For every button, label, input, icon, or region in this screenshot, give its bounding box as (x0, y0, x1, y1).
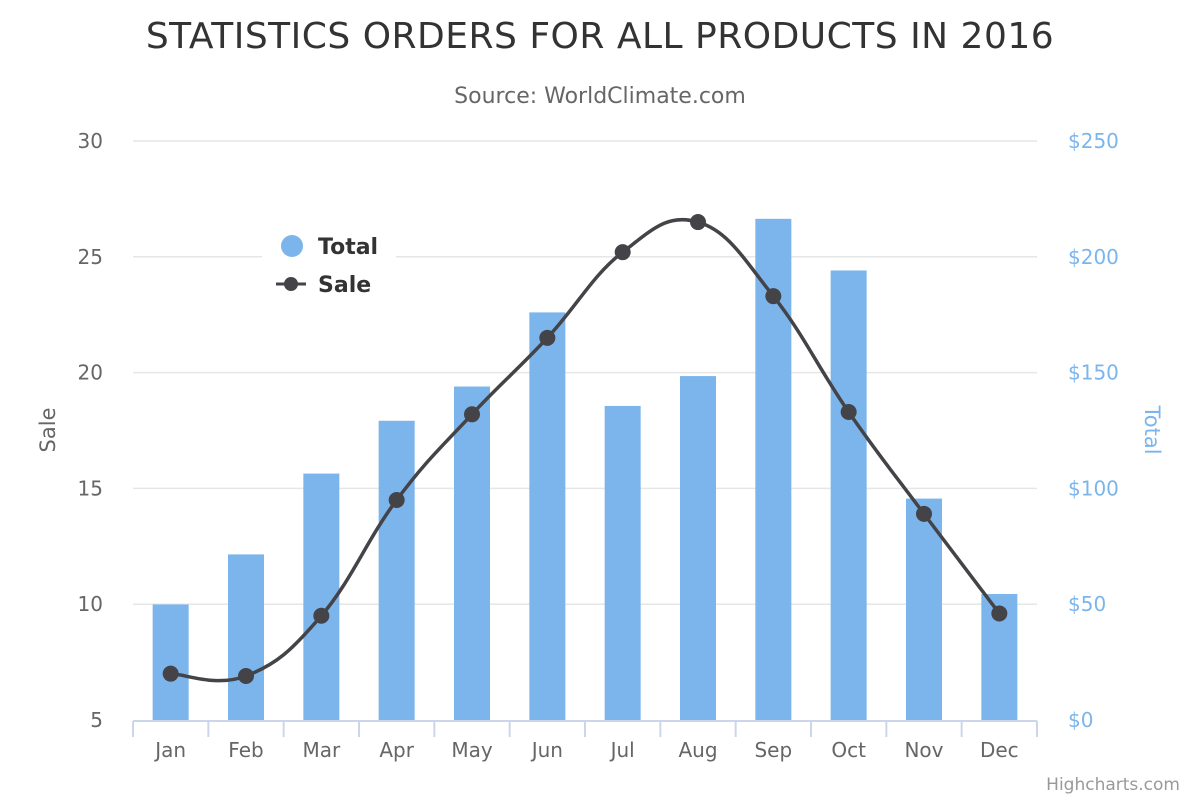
bar-total-nov[interactable] (906, 498, 942, 720)
y-right-tick-label: $0 (1068, 708, 1093, 732)
sale-line (162, 214, 1008, 684)
y-axis-right-title: Total (1140, 404, 1164, 454)
y-left-tick-label: 20 (78, 361, 103, 385)
x-tick-label: May (451, 738, 493, 762)
y-axis-left: 5 10 15 20 25 30 (78, 129, 103, 732)
sale-point-mar[interactable] (313, 607, 330, 624)
sale-point-jun[interactable] (539, 329, 556, 346)
bar-total-jul[interactable] (604, 405, 641, 720)
bar-total-mar[interactable] (303, 473, 340, 720)
legend-sale-marker-symbol (284, 277, 298, 291)
bar-total-jun[interactable] (529, 312, 566, 720)
y-right-tick-label: $200 (1068, 245, 1119, 269)
chart-subtitle: Source: WorldClimate.com (454, 84, 746, 109)
legend-total-symbol (281, 235, 303, 257)
sale-point-sep[interactable] (765, 288, 782, 305)
bar-total-oct[interactable] (830, 270, 867, 720)
x-tick-label: Jun (530, 738, 563, 762)
total-bars (152, 218, 1018, 720)
x-tick-label: Feb (228, 738, 263, 762)
bar-total-may[interactable] (454, 386, 490, 720)
sale-point-jul[interactable] (614, 244, 631, 261)
sale-point-jan[interactable] (162, 665, 179, 682)
bar-total-jan[interactable] (152, 604, 189, 720)
bar-total-feb[interactable] (228, 554, 264, 720)
y-right-tick-label: $150 (1068, 361, 1119, 385)
legend-item-total[interactable]: Total (281, 235, 378, 260)
x-tick-label: Mar (302, 738, 341, 762)
y-right-tick-label: $50 (1068, 592, 1106, 616)
y-axis-right: $0 $50 $100 $150 $200 $250 (1068, 129, 1119, 732)
legend: Total Sale (262, 225, 396, 305)
y-left-tick-label: 10 (78, 592, 103, 616)
sale-point-feb[interactable] (238, 667, 254, 684)
bar-total-aug[interactable] (680, 376, 716, 720)
legend-total-label: Total (318, 235, 378, 260)
x-tick-label: Jan (153, 738, 186, 762)
x-tick-label: Oct (831, 738, 866, 762)
sale-point-aug[interactable] (690, 214, 706, 231)
legend-sale-label: Sale (318, 273, 371, 298)
bar-total-apr[interactable] (378, 420, 415, 720)
y-right-tick-label: $100 (1068, 476, 1119, 500)
x-tick-label: Aug (678, 738, 717, 762)
sale-point-dec[interactable] (991, 605, 1008, 622)
y-right-tick-label: $250 (1068, 129, 1119, 153)
credits-link[interactable]: Highcharts.com (1046, 775, 1180, 795)
sale-point-oct[interactable] (840, 403, 857, 420)
sale-point-nov[interactable] (916, 505, 932, 522)
x-tick-label: Apr (379, 738, 414, 762)
y-axis-left-title: Sale (36, 408, 60, 453)
legend-item-sale[interactable]: Sale (276, 273, 371, 298)
y-left-tick-label: 5 (90, 708, 103, 732)
y-left-tick-label: 15 (78, 476, 103, 500)
chart-title: STATISTICS ORDERS FOR ALL PRODUCTS IN 20… (146, 16, 1054, 57)
sale-point-may[interactable] (464, 406, 480, 423)
x-axis: Jan Feb Mar Apr May Jun Jul Aug Sep Oct Nov Dec (132, 720, 1038, 762)
x-tick-label: Jul (609, 738, 635, 762)
sale-point-apr[interactable] (388, 491, 405, 508)
x-tick-label: Sep (754, 738, 792, 762)
y-left-tick-label: 30 (78, 129, 103, 153)
y-left-tick-label: 25 (78, 245, 103, 269)
x-tick-label: Dec (980, 738, 1019, 762)
x-tick-label: Nov (904, 738, 943, 762)
grid-lines (133, 140, 1037, 605)
